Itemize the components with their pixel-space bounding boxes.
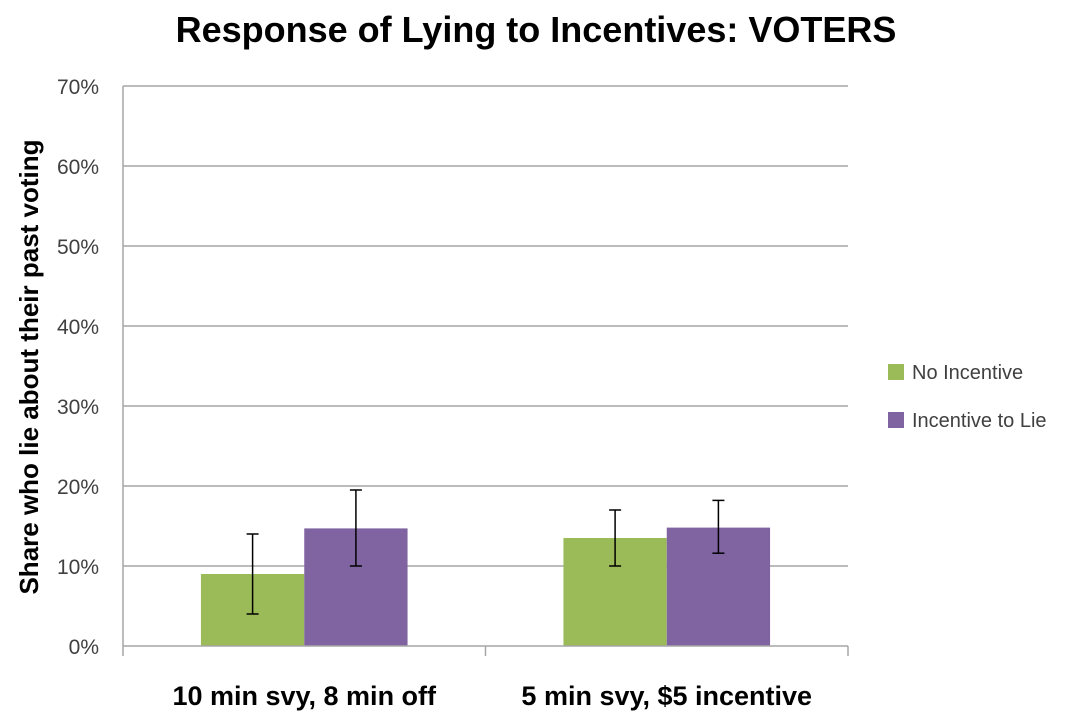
- bars: [200, 527, 771, 646]
- legend-label: Incentive to Lie: [912, 410, 1047, 432]
- axes: [122, 86, 849, 656]
- y-tick-label: 30%: [57, 396, 99, 419]
- y-tick-label: 50%: [57, 236, 99, 259]
- legend-label: No Incentive: [912, 362, 1023, 384]
- y-tick-label: 60%: [57, 156, 99, 179]
- y-tick-label: 0%: [69, 636, 99, 659]
- y-tick-label: 40%: [57, 316, 99, 339]
- y-tick-label: 10%: [57, 556, 99, 579]
- y-tick-label: 20%: [57, 476, 99, 499]
- x-tick-labels: 10 min svy, 8 min off 5 min svy, $5 incen…: [172, 681, 812, 711]
- legend-swatch: [888, 364, 904, 380]
- x-tick-label: 5 min svy, $5 incentive: [521, 681, 812, 711]
- chart-title: Response of Lying to Incentives: VOTERS: [176, 9, 897, 50]
- y-tick-labels: 0% 10% 20% 30% 40% 50% 60% 70%: [57, 76, 99, 659]
- gridlines: [123, 85, 848, 567]
- legend-swatch: [888, 412, 904, 428]
- x-tick-label: 10 min svy, 8 min off: [172, 681, 437, 711]
- legend: No Incentive Incentive to Lie: [888, 362, 1047, 432]
- y-tick-label: 70%: [57, 76, 99, 99]
- y-axis-label: Share who lie about their past voting: [14, 139, 44, 594]
- error-bars: [246, 489, 725, 615]
